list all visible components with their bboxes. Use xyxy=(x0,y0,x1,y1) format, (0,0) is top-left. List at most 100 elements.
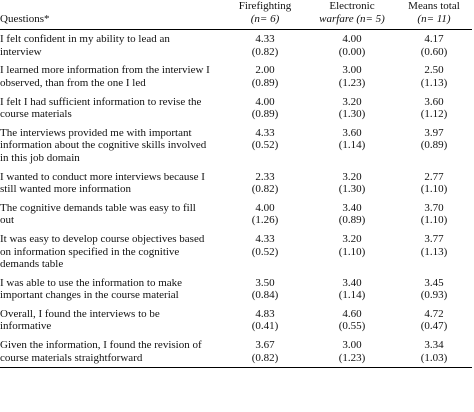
sd-text: (1.23) xyxy=(338,351,366,364)
value-cell: 3.20 (1.10) xyxy=(308,230,396,274)
value-cell: 4.17 (0.60) xyxy=(396,30,472,62)
mean-text: 3.77 xyxy=(424,232,444,245)
mean-text: 4.33 xyxy=(255,33,275,46)
header-row: Questions* Firefighting (n= 6) Electronic… xyxy=(0,0,472,30)
mean-text: 3.40 xyxy=(342,201,362,214)
value-cell: 3.40 (1.14) xyxy=(308,274,396,305)
value-cell: 4.00 (0.00) xyxy=(308,30,396,62)
question-cell: The interviews provided me with importan… xyxy=(0,126,207,164)
value-cell: 3.77 (1.13) xyxy=(396,230,472,274)
sd-text: (1.10) xyxy=(420,183,448,196)
sd-text: (1.13) xyxy=(420,245,448,258)
question-cell: The cognitive demands table was easy to … xyxy=(0,201,196,227)
sd-text: (0.55) xyxy=(338,320,366,333)
table-row: Given the information, I found the revis… xyxy=(0,336,472,368)
mean-text: 4.00 xyxy=(255,201,275,214)
mean-text: 2.33 xyxy=(255,170,275,183)
value-cell: 3.60 (1.12) xyxy=(396,93,472,124)
table-row: I was able to use the information to mak… xyxy=(0,274,472,305)
value-cell: 3.70 (1.10) xyxy=(396,199,472,230)
sd-text: (1.26) xyxy=(251,214,279,227)
table-header: Questions* Firefighting (n= 6) Electronic… xyxy=(0,0,472,30)
value-cell: 3.67 (0.82) xyxy=(222,336,308,368)
mean-text: 4.72 xyxy=(424,307,444,320)
value-cell: 4.00 (1.26) xyxy=(222,199,308,230)
sd-text: (0.00) xyxy=(338,45,366,58)
value-cell: 2.77 (1.10) xyxy=(396,168,472,199)
sd-text: (0.82) xyxy=(251,183,279,196)
table-row: I wanted to conduct more interviews beca… xyxy=(0,168,472,199)
question-cell: I felt confident in my ability to lead a… xyxy=(0,33,170,58)
question-cell: I wanted to conduct more interviews beca… xyxy=(0,170,205,196)
sd-text: (1.30) xyxy=(338,108,366,121)
value-cell: 3.00 (1.23) xyxy=(308,61,396,92)
table-row: It was easy to develop course objectives… xyxy=(0,230,472,274)
question-cell: Given the information, I found the revis… xyxy=(0,339,202,364)
sd-text: (0.52) xyxy=(251,139,279,152)
table-row: The interviews provided me with importan… xyxy=(0,124,472,168)
mean-text: 3.67 xyxy=(255,339,275,352)
sd-text: (0.47) xyxy=(420,320,448,333)
value-cell: 4.00 (0.89) xyxy=(222,93,308,124)
mean-text: 3.40 xyxy=(342,276,362,289)
sd-text: (0.89) xyxy=(251,108,279,121)
header-cell: Means total (n= 11) xyxy=(396,0,472,30)
question-cell: Overall, I found the interviews to be in… xyxy=(0,307,160,333)
value-cell: 2.33 (0.82) xyxy=(222,168,308,199)
mean-text: 4.83 xyxy=(255,307,275,320)
header-text: warfare (n= 5) xyxy=(319,12,385,25)
mean-text: 4.60 xyxy=(342,307,362,320)
mean-text: 4.33 xyxy=(255,126,275,139)
sd-text: (1.30) xyxy=(338,183,366,196)
mean-text: 3.45 xyxy=(424,276,444,289)
question-cell: I felt I had sufficient information to r… xyxy=(0,95,202,121)
mean-text: 2.00 xyxy=(255,64,275,77)
header-cell: Firefighting (n= 6) xyxy=(222,0,308,30)
mean-text: 4.17 xyxy=(424,33,444,46)
table-row: I felt confident in my ability to lead a… xyxy=(0,30,472,62)
mean-text: 3.00 xyxy=(342,339,362,352)
mean-text: 4.00 xyxy=(255,95,275,108)
sd-text: (1.10) xyxy=(420,214,448,227)
table-row: I learned more information from the inte… xyxy=(0,61,472,92)
value-cell: 3.60 (1.14) xyxy=(308,124,396,168)
mean-text: 3.60 xyxy=(342,126,362,139)
mean-text: 3.20 xyxy=(342,95,362,108)
mean-text: 3.97 xyxy=(424,126,444,139)
header-text: Means total xyxy=(408,0,460,12)
sd-text: (0.52) xyxy=(251,245,279,258)
value-cell: 3.20 (1.30) xyxy=(308,168,396,199)
table-body: I felt confident in my ability to lead a… xyxy=(0,30,472,368)
question-cell: I was able to use the information to mak… xyxy=(0,276,183,302)
mean-text: 3.50 xyxy=(255,276,275,289)
value-cell: 4.33 (0.82) xyxy=(222,30,308,62)
value-cell: 3.34 (1.03) xyxy=(396,336,472,368)
sd-text: (1.03) xyxy=(420,351,448,364)
value-cell: 3.97 (0.89) xyxy=(396,124,472,168)
value-cell: 4.33 (0.52) xyxy=(222,124,308,168)
sd-text: (1.14) xyxy=(338,139,366,152)
table-row: I felt I had sufficient information to r… xyxy=(0,93,472,124)
mean-text: 3.60 xyxy=(424,95,444,108)
header-text: (n= 6) xyxy=(250,12,280,25)
header-cell: Electronic warfare (n= 5) xyxy=(308,0,396,30)
value-cell: 3.45 (0.93) xyxy=(396,274,472,305)
value-cell: 4.33 (0.52) xyxy=(222,230,308,274)
header-cell: Questions* xyxy=(0,0,222,30)
value-cell: 4.60 (0.55) xyxy=(308,305,396,336)
sd-text: (0.89) xyxy=(251,76,279,89)
sd-text: (0.82) xyxy=(251,45,279,58)
question-cell: I learned more information from the inte… xyxy=(0,64,210,89)
sd-text: (0.41) xyxy=(251,320,279,333)
mean-text: 4.00 xyxy=(342,33,362,46)
mean-text: 4.33 xyxy=(255,232,275,245)
value-cell: 3.50 (0.84) xyxy=(222,274,308,305)
value-cell: 3.00 (1.23) xyxy=(308,336,396,368)
sd-text: (0.84) xyxy=(251,289,279,302)
sd-text: (1.23) xyxy=(338,76,366,89)
header-text: (n= 11) xyxy=(417,12,451,25)
sd-text: (1.13) xyxy=(420,76,448,89)
sd-text: (1.10) xyxy=(338,245,366,258)
sd-text: (1.14) xyxy=(338,289,366,302)
